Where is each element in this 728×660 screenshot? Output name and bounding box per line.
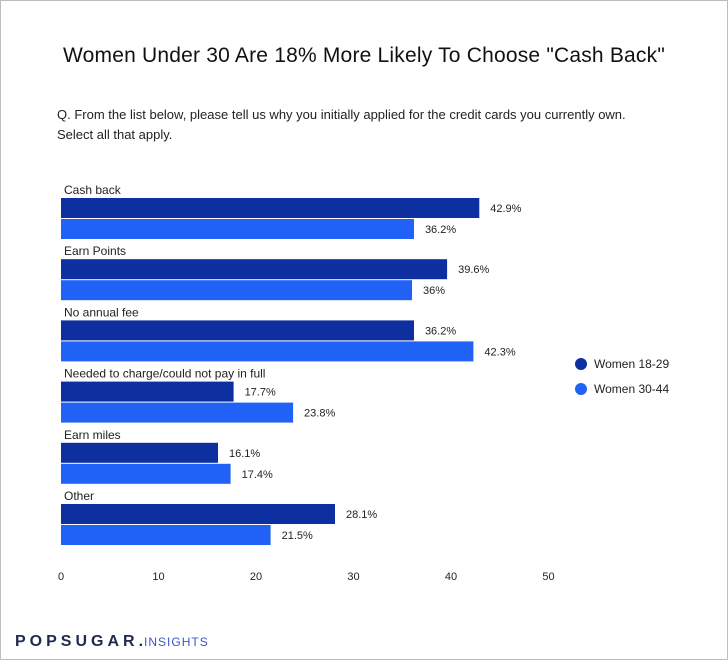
survey-question: Q. From the list below, please tell us w… [57, 107, 626, 142]
bar-women-18-29 [61, 504, 335, 524]
data-label: 16.1% [229, 448, 260, 460]
data-label: 36.2% [425, 325, 456, 337]
data-label: 42.9% [490, 203, 521, 215]
category-label: Other [64, 489, 94, 503]
bar-women-18-29 [61, 320, 414, 341]
bar-women-30-44 [61, 280, 412, 301]
brand-dot: . [138, 633, 145, 650]
bar-women-30-44 [61, 341, 474, 362]
x-tick-label: 50 [542, 571, 554, 583]
category-label: Cash back [64, 183, 122, 197]
legend-swatch-women-18-29 [575, 358, 587, 370]
legend-label: Women 18-29 [594, 357, 669, 371]
data-label: 28.1% [346, 509, 377, 521]
bar-chart: Cash back 42.9% 36.2% Earn Points 39.6% 36% No… [58, 183, 670, 583]
data-label: 17.4% [242, 469, 273, 481]
x-tick-label: 10 [152, 571, 164, 583]
x-tick-label: 0 [58, 571, 64, 583]
brand-logo: POPSUGAR.INSIGHTS [15, 633, 209, 651]
category-label: No annual fee [64, 305, 139, 319]
category-label: Earn Points [64, 244, 126, 258]
chart-title: Women Under 30 Are 18% More Likely To Ch… [63, 44, 665, 67]
bar-women-18-29 [61, 381, 234, 402]
legend-swatch-women-30-44 [575, 383, 587, 395]
data-label: 36.2% [425, 224, 456, 236]
x-tick-label: 30 [347, 571, 359, 583]
bar-women-30-44 [61, 219, 414, 239]
category-label: Earn miles [64, 428, 121, 442]
category-label: Needed to charge/could not pay in full [64, 367, 265, 381]
x-tick-label: 40 [445, 571, 457, 583]
data-label: 23.8% [304, 408, 335, 420]
bar-women-18-29 [61, 442, 218, 463]
legend-label: Women 30-44 [594, 382, 669, 396]
brand-name: POPSUGAR [15, 633, 139, 650]
bar-women-30-44 [61, 525, 271, 545]
brand-suffix: INSIGHTS [144, 635, 209, 649]
bar-women-30-44 [61, 402, 294, 423]
bar-women-18-29 [61, 259, 448, 280]
data-label: 42.3% [484, 346, 515, 358]
data-label: 39.6% [458, 264, 489, 276]
x-tick-label: 20 [250, 571, 262, 583]
data-label: 21.5% [282, 530, 313, 542]
bar-women-30-44 [61, 463, 231, 484]
data-label: 36% [423, 285, 445, 297]
data-label: 17.7% [245, 387, 276, 399]
bar-women-18-29 [61, 198, 480, 218]
